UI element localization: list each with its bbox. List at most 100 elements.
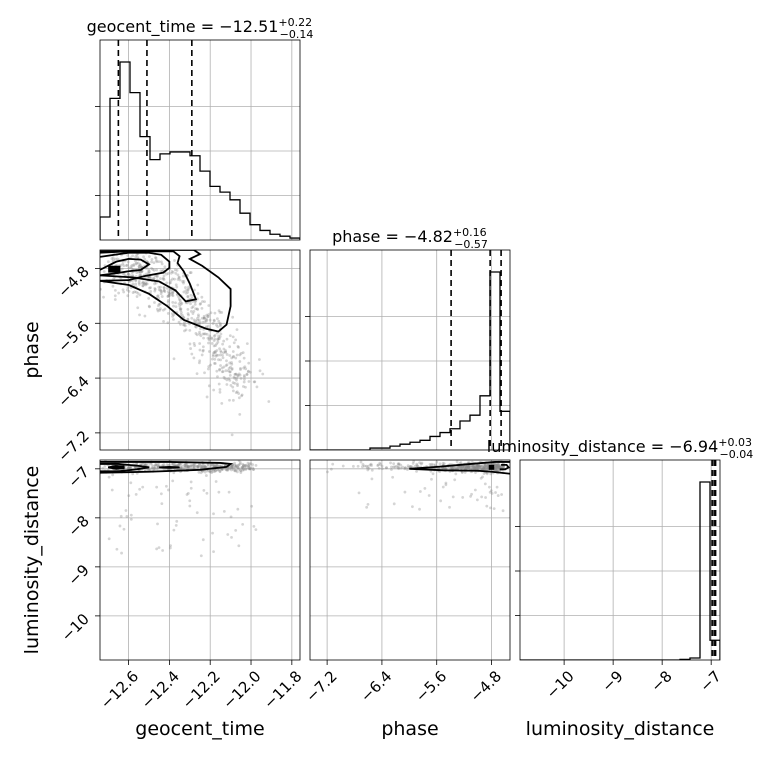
scatter-point (157, 288, 161, 292)
scatter-point (193, 464, 197, 468)
scatter-point (147, 272, 151, 275)
scatter-point (174, 524, 178, 527)
scatter-point (224, 369, 228, 373)
scatter-point (195, 511, 199, 515)
scatter-point (248, 370, 252, 374)
scatter-point (472, 466, 476, 470)
scatter-point (376, 464, 380, 467)
scatter-point (242, 356, 246, 360)
scatter-point (267, 400, 271, 403)
scatter-point (159, 285, 162, 289)
scatter-point (196, 292, 200, 295)
scatter-point (168, 281, 172, 285)
scatter-point (207, 313, 211, 316)
scatter-point (483, 467, 487, 471)
scatter-point (182, 281, 185, 285)
scatter-point (231, 389, 235, 393)
scatter-point (210, 337, 214, 341)
scatter-point (352, 464, 355, 468)
scatter-point (167, 488, 170, 492)
scatter-point (229, 465, 233, 469)
scatter-point (153, 282, 156, 286)
scatter-point (241, 465, 245, 469)
scatter-point (119, 514, 123, 518)
scatter-point (488, 490, 492, 494)
scatter-point (155, 485, 159, 489)
scatter-point (141, 485, 145, 489)
scatter-point (194, 299, 198, 303)
scatter-point (467, 465, 470, 468)
scatter-point (237, 463, 241, 467)
scatter-point (197, 315, 200, 318)
scatter-point (215, 342, 219, 346)
scatter-point (362, 464, 366, 468)
scatter-point (197, 313, 200, 317)
scatter-point (170, 462, 174, 466)
scatter-point (228, 373, 232, 377)
scatter-point (113, 294, 117, 298)
scatter-point (150, 260, 153, 264)
scatter-point (118, 524, 122, 528)
scatter-point (138, 273, 142, 277)
scatter-point (159, 269, 163, 273)
scatter-point (204, 465, 208, 469)
scatter-point (184, 291, 188, 295)
scatter-point (138, 313, 141, 317)
scatter-point (205, 395, 209, 399)
scatter-point (142, 281, 146, 285)
scatter-point (194, 319, 198, 323)
scatter-point (156, 294, 159, 298)
scatter-point (187, 465, 190, 469)
scatter-point (126, 294, 130, 298)
scatter-point (141, 284, 145, 288)
scatter-point (217, 319, 221, 323)
scatter-point (499, 465, 502, 469)
scatter-point (144, 281, 148, 284)
scatter-point (482, 465, 486, 469)
scatter-point (217, 337, 221, 341)
scatter-point (229, 468, 233, 472)
scatter-point (196, 316, 199, 320)
scatter-point (231, 335, 235, 339)
scatter-point (113, 257, 117, 261)
scatter-content (326, 460, 510, 513)
scatter-point (232, 355, 235, 358)
scatter-point (233, 461, 236, 465)
scatter-point (178, 462, 182, 466)
scatter-point (201, 332, 205, 336)
contour-line (108, 464, 125, 470)
scatter-point (208, 469, 212, 473)
scatter-point (172, 357, 176, 361)
scatter-point (193, 302, 197, 306)
scatter-point (165, 281, 169, 285)
scatter-point (471, 464, 475, 468)
scatter-point (215, 323, 218, 327)
scatter-point (232, 468, 236, 472)
scatter-point (183, 321, 186, 324)
scatter-point (224, 364, 228, 368)
scatter-point (156, 463, 160, 467)
scatter-point (189, 464, 192, 468)
scatter-point (251, 463, 255, 467)
scatter-point (167, 294, 171, 297)
scatter-point (174, 283, 178, 287)
scatter-point (167, 291, 171, 295)
scatter-point (454, 472, 458, 476)
scatter-point (166, 295, 170, 298)
scatter-point (226, 468, 230, 472)
scatter-point (247, 380, 251, 383)
scatter-point (156, 309, 160, 313)
scatter-point (134, 255, 138, 259)
scatter-point (251, 466, 255, 470)
scatter-point (485, 504, 489, 508)
scatter-point (131, 274, 134, 277)
scatter-point (205, 332, 209, 336)
scatter-point (184, 462, 188, 466)
scatter-point (233, 376, 237, 380)
scatter-point (136, 291, 140, 295)
scatter-point (186, 465, 190, 469)
scatter-point (229, 383, 233, 387)
scatter-point (172, 471, 176, 475)
scatter-point (131, 282, 135, 286)
scatter-point (122, 290, 126, 294)
